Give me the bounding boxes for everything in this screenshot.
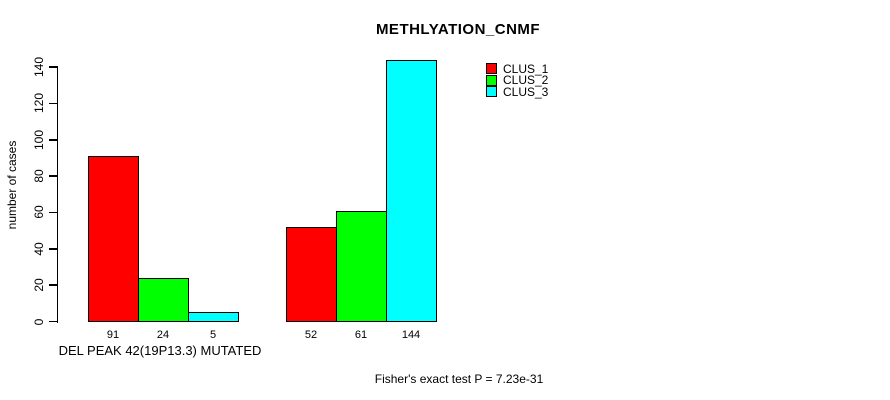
chart-title: METHLYATION_CNMF bbox=[375, 21, 541, 38]
bar-clus_3-group2 bbox=[386, 59, 437, 323]
x-axis-label: DEL PEAK 42(19P13.3) MUTATED bbox=[58, 343, 262, 358]
bar-value-label: 61 bbox=[354, 328, 368, 341]
y-tick bbox=[49, 284, 58, 286]
y-tick-label: 100 bbox=[32, 129, 46, 150]
fisher-test-annotation: Fisher's exact test P = 7.23e-31 bbox=[374, 372, 544, 386]
y-tick-label: 20 bbox=[32, 278, 46, 292]
legend-label: CLUS_1 bbox=[503, 61, 549, 76]
y-tick-label: 60 bbox=[32, 205, 46, 220]
legend-label: CLUS_2 bbox=[503, 73, 549, 88]
bar-value-label: 5 bbox=[209, 328, 217, 341]
bar-value-label: 91 bbox=[106, 328, 120, 341]
legend-entry-clus_3: CLUS_3 bbox=[486, 84, 549, 99]
bar-clus_1-group2 bbox=[286, 227, 337, 323]
y-tick bbox=[49, 320, 58, 323]
legend-swatch-icon bbox=[486, 86, 497, 98]
legend-swatch-icon bbox=[486, 74, 497, 86]
y-tick-label: 140 bbox=[32, 57, 46, 78]
y-tick bbox=[49, 248, 58, 250]
legend: CLUS_1 CLUS_2 CLUS_3 bbox=[486, 61, 549, 99]
y-tick-label: 120 bbox=[32, 93, 46, 114]
bar-value-label: 24 bbox=[156, 328, 170, 341]
bar-clus_1-group1 bbox=[88, 156, 139, 323]
legend-label: CLUS_3 bbox=[503, 84, 549, 99]
bar-value-label: 52 bbox=[304, 328, 318, 341]
y-tick-label: 40 bbox=[32, 242, 46, 256]
y-tick bbox=[49, 175, 58, 177]
y-axis-line bbox=[56, 67, 58, 323]
bar-value-label: 144 bbox=[401, 328, 421, 341]
legend-entry-clus_1: CLUS_1 bbox=[486, 61, 549, 76]
y-tick bbox=[49, 102, 58, 105]
y-tick bbox=[49, 139, 58, 141]
legend-swatch-icon bbox=[486, 63, 497, 75]
bar-clus_2-group2 bbox=[336, 210, 387, 323]
legend-entry-clus_2: CLUS_2 bbox=[486, 73, 549, 88]
y-tick-label: 0 bbox=[32, 318, 46, 325]
y-tick-label: 80 bbox=[32, 169, 46, 183]
y-tick bbox=[49, 66, 58, 68]
y-tick bbox=[49, 211, 58, 214]
bar-clus_2-group1 bbox=[138, 277, 189, 323]
bar-clus_3-group1 bbox=[188, 312, 239, 323]
